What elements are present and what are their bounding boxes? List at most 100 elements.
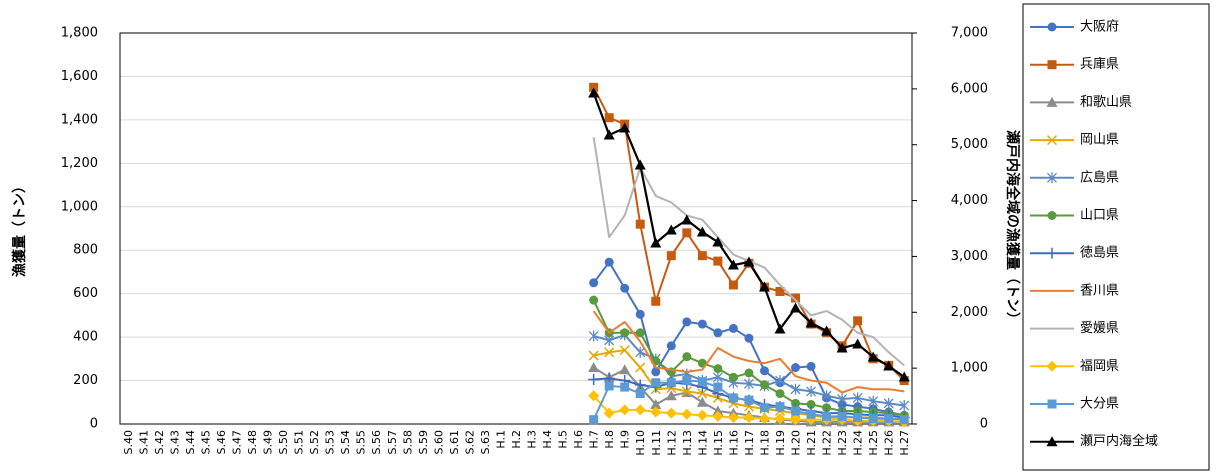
data-point [728,393,738,403]
data-point [635,362,646,373]
data-point [775,286,785,296]
y-tick-label: 200 [73,373,98,388]
x-tick-label: S.43 [168,430,181,454]
x-tick-label: H.5 [557,430,570,449]
legend-marker [1046,436,1058,447]
data-point [682,376,692,386]
y2-tick-label: 5,000 [951,137,988,152]
data-point [853,412,863,422]
data-point [682,317,692,327]
x-tick-label: H.10 [634,430,647,456]
x-tick-label: S.52 [308,430,321,454]
y-tick-label: 800 [73,243,98,258]
x-tick-label: S.63 [479,430,492,454]
data-point [775,402,785,412]
y-tick-label: 1,600 [61,69,98,84]
data-point [696,409,708,421]
data-point [620,283,630,293]
data-point [666,378,676,388]
x-tick-label: H.24 [852,430,865,456]
y-axis-title: 漁獲量（トン） [11,179,28,277]
x-tick-label: H.14 [696,430,709,456]
data-point [728,372,738,382]
data-point [634,159,646,170]
data-point [837,393,848,405]
data-point [743,256,755,267]
legend-marker [1047,22,1057,32]
y-tick-label: 0 [90,417,98,432]
data-point [604,347,615,358]
y2-tick-label: 3,000 [951,249,988,264]
x-tick-label: S.53 [324,430,337,454]
legend-label: 岡山県 [1080,133,1119,148]
x-tick-label: H.22 [821,430,834,456]
data-point [588,390,600,402]
x-tick-label: S.56 [370,430,383,454]
x-tick-label: S.50 [277,430,290,454]
data-point [588,87,600,98]
x-tick-label: S.49 [262,430,275,454]
data-point [712,410,724,422]
data-point [774,413,786,425]
data-point [712,236,724,247]
legend-marker [1047,399,1057,409]
data-point [805,317,817,328]
x-tick-label: H.13 [681,430,694,456]
data-point [651,378,661,388]
data-point [589,278,599,288]
data-point [791,406,801,416]
data-point [758,413,770,425]
y2-tick-label: 0 [980,417,988,432]
data-point [635,219,645,229]
x-tick-label: H.11 [650,430,663,456]
x-tick-label: H.19 [774,430,787,456]
data-point [853,316,863,326]
data-point [588,330,599,342]
legend-marker [1047,60,1057,70]
data-point [589,82,599,92]
data-point [727,411,739,423]
y-tick-label: 400 [73,330,98,345]
data-point [898,371,910,382]
data-point [681,386,692,397]
data-point [619,364,631,375]
data-point [884,414,894,424]
x-tick-label: H.2 [510,430,523,449]
x-tick-label: S.55 [355,430,368,454]
legend-label: 広島県 [1080,170,1119,185]
x-tick-label: H.12 [665,430,678,456]
legend-marker [1047,211,1057,220]
y2-axis-title: 瀬戸内海全域の漁獲量（トン） [1004,130,1021,326]
data-point [696,396,708,407]
legend-marker [1046,135,1058,146]
data-point [635,389,645,399]
data-point [620,328,630,338]
data-point [883,360,895,371]
data-point [822,411,832,421]
legend-label: 瀬戸内海全域 [1080,433,1158,449]
x-tick-label: H.6 [572,430,585,449]
legend-marker [1046,96,1058,107]
x-tick-label: H.8 [603,430,616,449]
x-tick-label: S.48 [246,430,259,454]
data-point [806,361,816,371]
data-point [899,400,910,412]
data-point [634,379,646,391]
x-tick-label: S.44 [184,430,197,454]
x-tick-label: S.62 [463,430,476,454]
data-point [603,407,615,419]
data-point [774,323,786,334]
data-point [713,328,723,338]
data-point [868,395,879,407]
data-point [665,224,677,235]
legend-label: 大分県 [1080,397,1119,412]
x-tick-label: S.51 [293,430,306,454]
data-point [588,350,599,361]
legend-label: 愛媛県 [1080,321,1119,336]
y-tick-label: 1,800 [61,26,98,41]
legend-label: 山口県 [1080,208,1119,223]
data-point [744,333,754,343]
x-tick-label: H.27 [898,430,911,456]
x-tick-label: S.47 [230,430,243,454]
